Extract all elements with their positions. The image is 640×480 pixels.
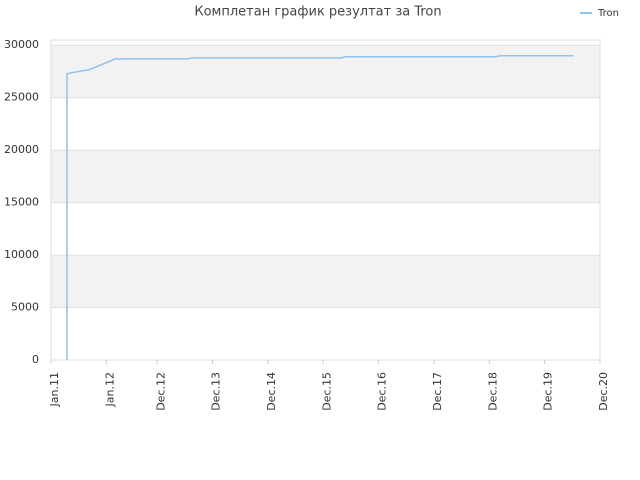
x-tick-label: Dec.20 (597, 372, 610, 411)
x-tick-label: Dec.17 (431, 372, 444, 411)
series-line (66, 54, 574, 360)
x-tick-label: Jan.11 (48, 372, 61, 407)
x-tick-label: Dec.12 (154, 372, 167, 411)
legend-label: Tron (597, 8, 619, 19)
y-tick-label: 10000 (4, 248, 39, 261)
y-tick-label: 30000 (4, 38, 39, 51)
grid-band (51, 150, 600, 203)
y-tick-label: 5000 (11, 301, 39, 314)
chart-title: Комплетан график резултат за Tron (194, 5, 441, 20)
x-tick-label: Dec.13 (210, 372, 223, 411)
plot-border (50, 39, 601, 361)
grid-band (51, 45, 600, 98)
x-tick-label: Dec.14 (265, 372, 278, 411)
y-tick-label: 20000 (4, 143, 39, 156)
grid-band (51, 255, 600, 308)
x-tick-label: Dec.18 (486, 372, 499, 411)
y-tick-label: 0 (32, 353, 39, 366)
y-tick-label: 15000 (4, 196, 39, 209)
y-tick-label: 25000 (4, 91, 39, 104)
x-tick-label: Dec.16 (376, 372, 389, 411)
x-tick-label: Dec.15 (320, 372, 333, 411)
x-tick-label: Dec.19 (542, 372, 555, 411)
x-tick-label: Jan.12 (103, 372, 116, 407)
